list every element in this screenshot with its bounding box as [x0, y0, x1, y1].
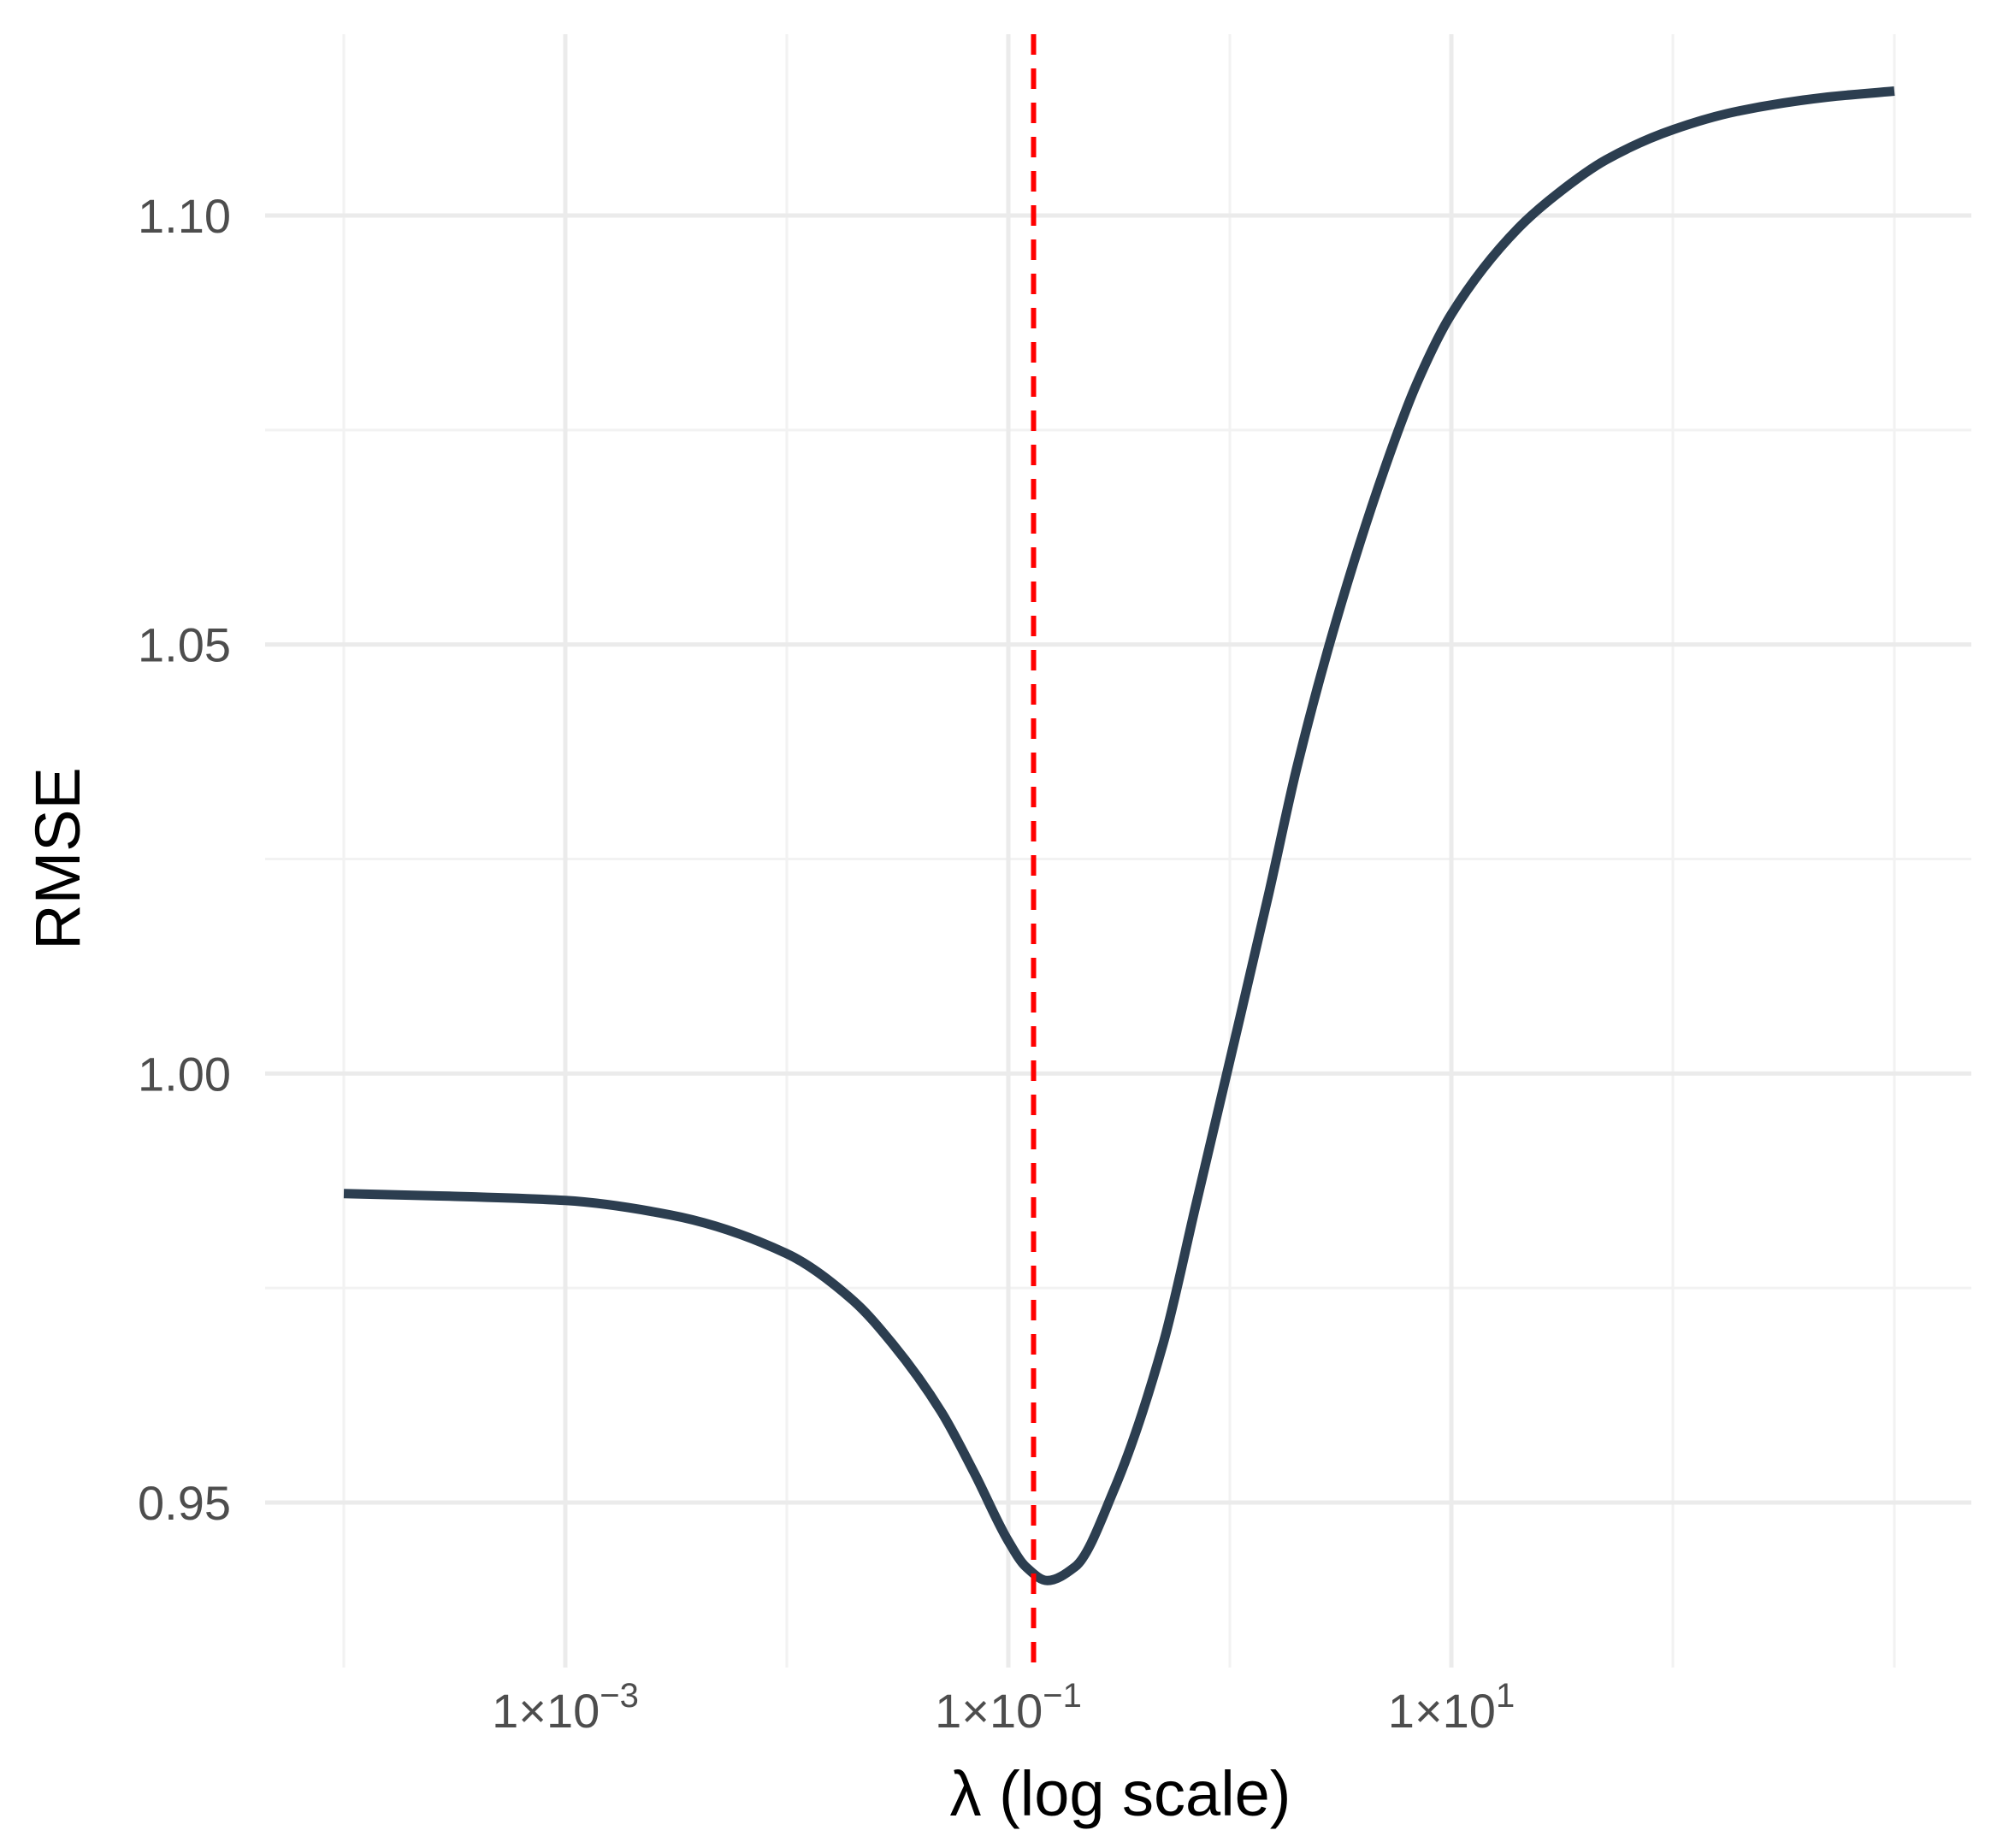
y-tick-label: 1.00 — [138, 1047, 231, 1101]
y-tick-label: 1.10 — [138, 189, 231, 243]
y-tick-label: 1.05 — [138, 618, 231, 672]
x-tick-label: 1×10−3 — [492, 1677, 639, 1738]
x-axis-title: λ (log scale) — [950, 1758, 1291, 1829]
grid-lines — [265, 34, 1971, 1668]
rmse-series-line — [343, 86, 1895, 1585]
x-tick-label: 1×10−1 — [935, 1677, 1082, 1738]
series-layer — [343, 86, 1895, 1585]
y-axis-title: RMSE — [22, 767, 93, 950]
y-tick-label: 0.95 — [138, 1476, 231, 1530]
x-tick-labels: 1×10−3 1×10−1 1×101 — [492, 1677, 1515, 1738]
x-tick-label: 1×101 — [1388, 1677, 1515, 1738]
y-tick-labels: 0.95 1.00 1.05 1.10 — [138, 189, 231, 1530]
